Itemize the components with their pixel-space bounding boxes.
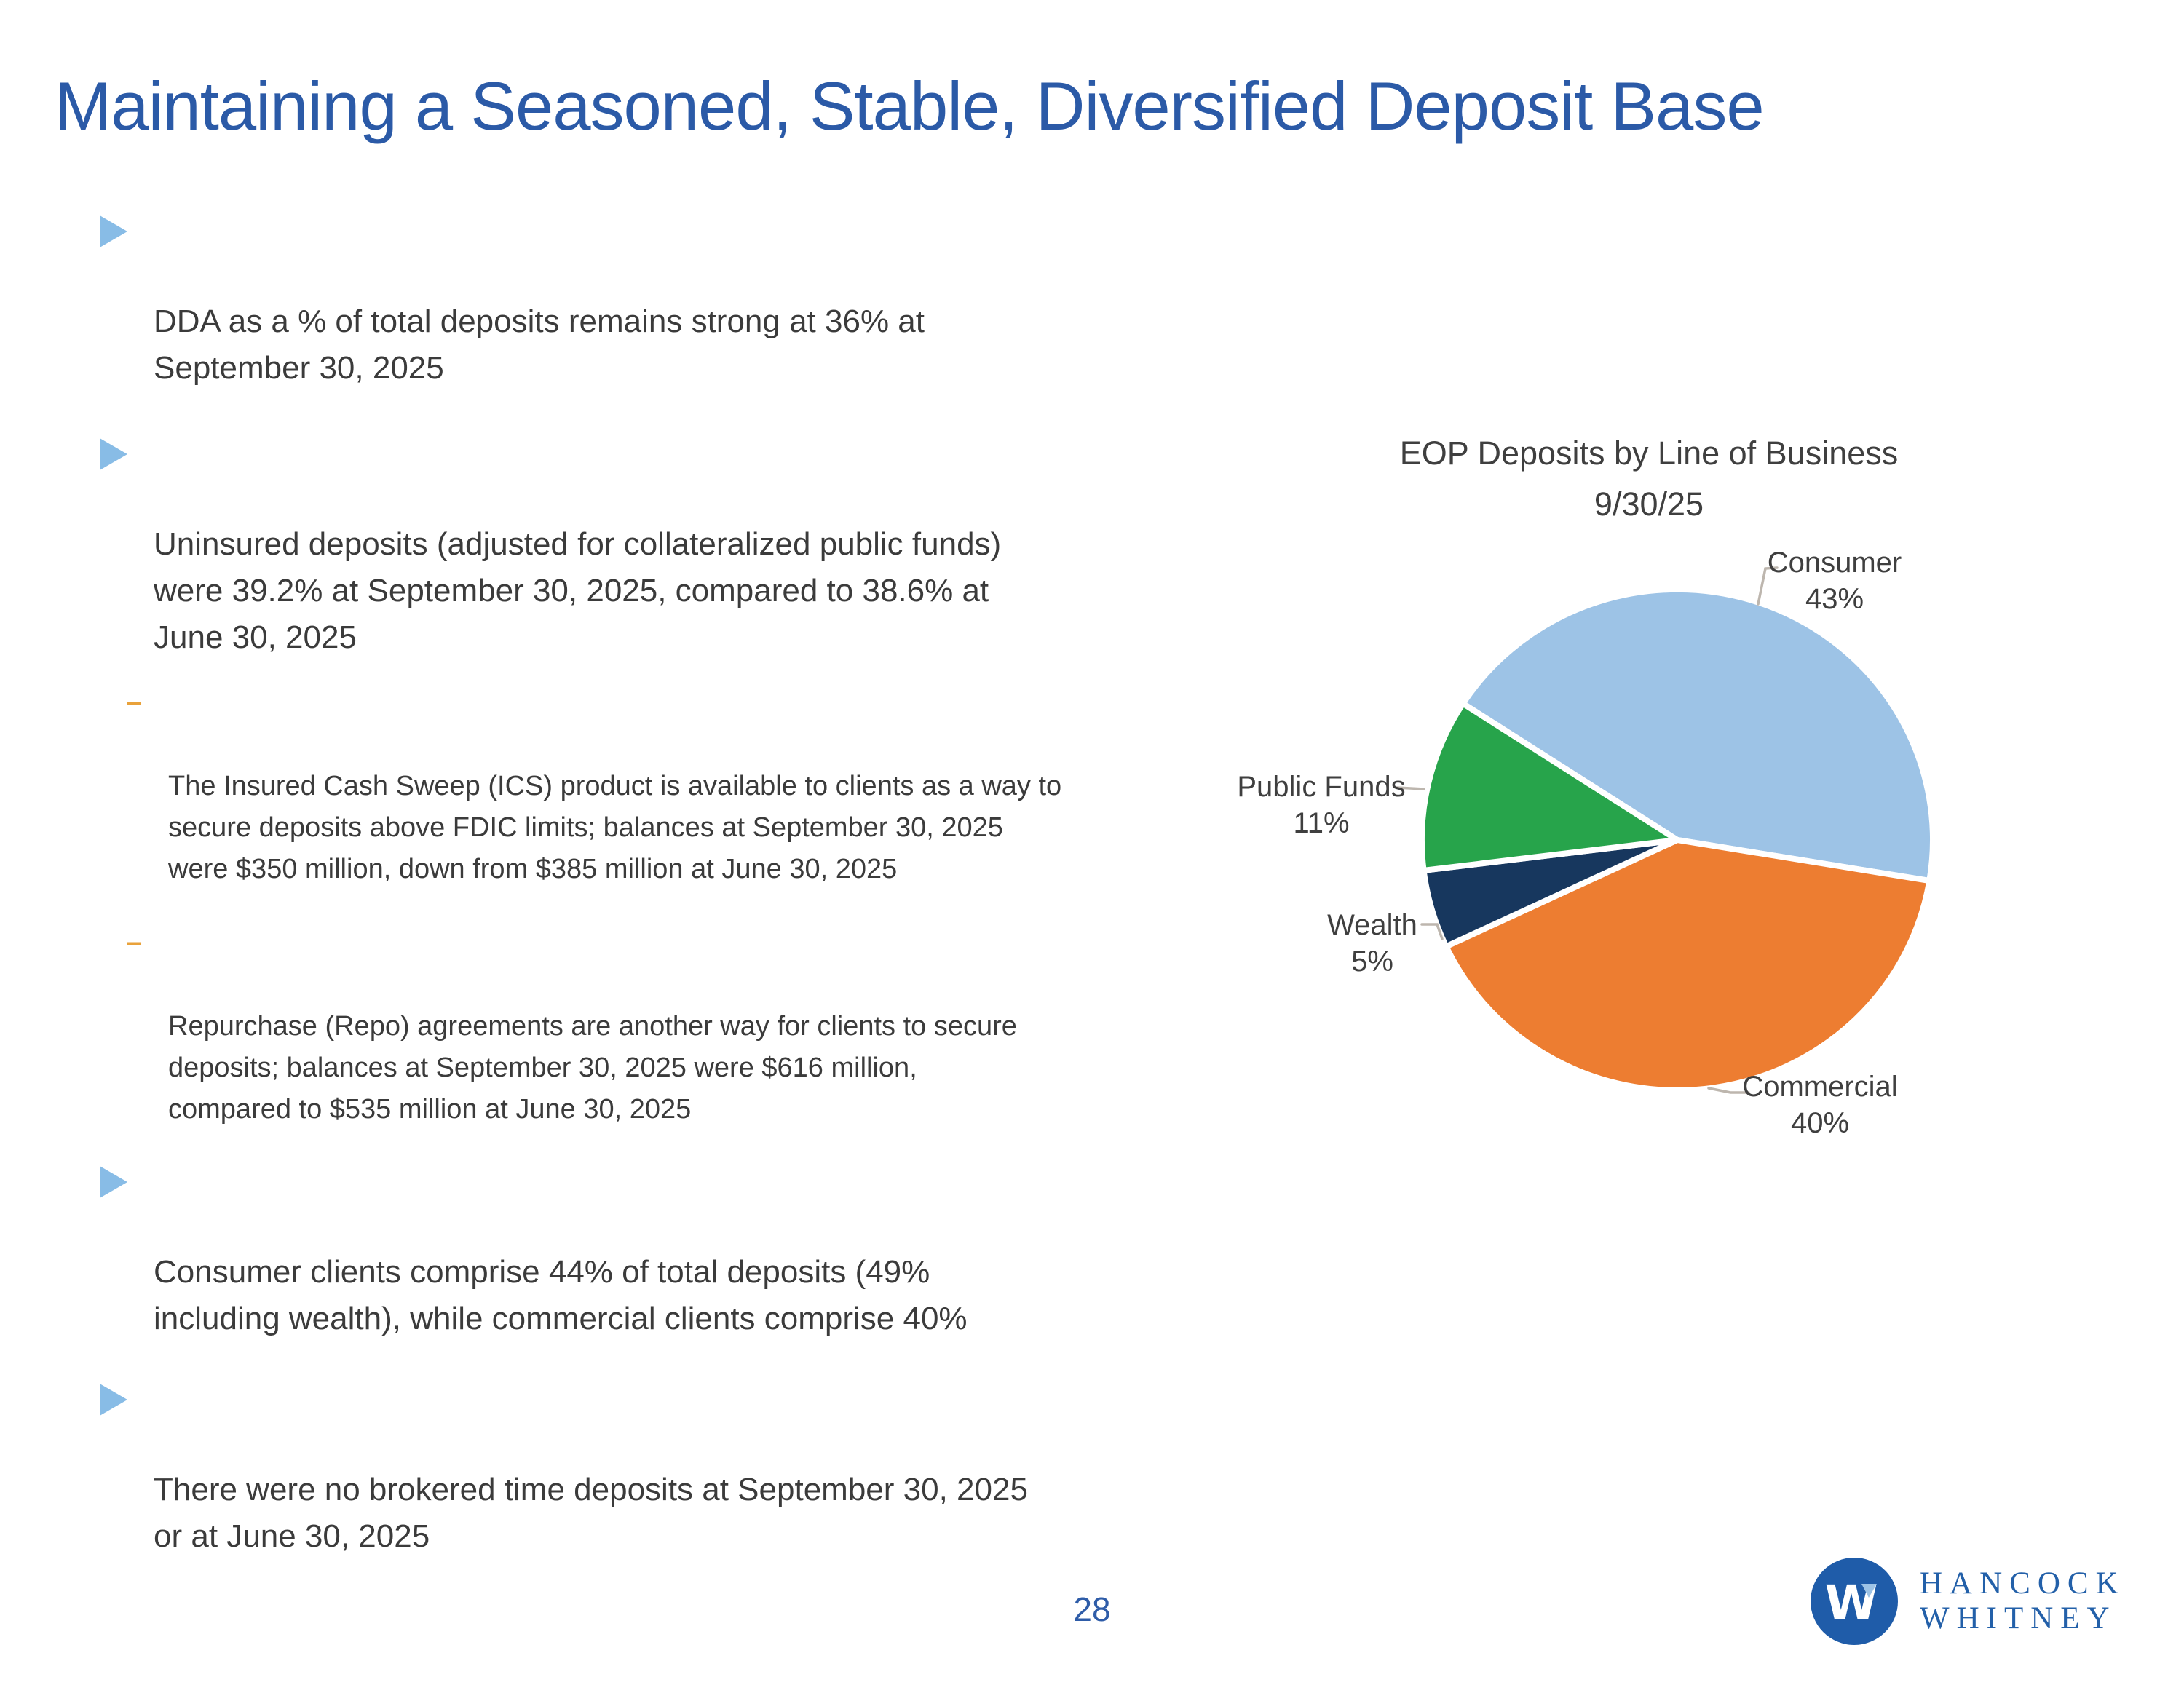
bullet-item: There were no brokered time deposits at … <box>98 1373 1205 1560</box>
bullet-item: DDA as a % of total deposits remains str… <box>98 205 1205 392</box>
sub-bullet-text: Repurchase (Repo) agreements are another… <box>168 1011 1017 1125</box>
hancock-whitney-logo-icon: W <box>1811 1558 1898 1645</box>
pie-label-public-funds: Public Funds 11% <box>1237 771 1406 839</box>
pie-slice-public-funds <box>1418 700 1680 873</box>
bullet-item: Consumer clients comprise 44% of total d… <box>98 1156 1205 1342</box>
bullet-item: Uninsured deposits (adjusted for collate… <box>98 428 1205 661</box>
page-number: 28 <box>1073 1590 1111 1628</box>
triangle-right-bullet-icon <box>100 215 127 247</box>
dash-bullet-icon: – <box>126 686 143 718</box>
triangle-right-bullet-icon <box>100 1384 127 1416</box>
pie-label-consumer: Consumer 43% <box>1767 547 1902 615</box>
dash-bullet-icon: – <box>126 926 143 958</box>
bullet-text: Uninsured deposits (adjusted for collate… <box>154 526 1002 655</box>
svg-text:W: W <box>1825 1575 1878 1631</box>
pie-label-commercial: Commercial 40% <box>1742 1071 1898 1139</box>
bullet-text: Consumer clients comprise 44% of total d… <box>154 1254 968 1336</box>
sub-bullet-text: The Insured Cash Sweep (ICS) product is … <box>168 771 1062 884</box>
pie-label-wealth: Wealth 5% <box>1327 909 1417 978</box>
pie-slice-commercial <box>1443 837 1933 1093</box>
sub-bullet-item: – Repurchase (Repo) agreements are anoth… <box>126 923 1205 1130</box>
chart-title: EOP Deposits by Line of Business 9/30/25 <box>1399 435 1899 523</box>
sub-bullet-item: – The Insured Cash Sweep (ICS) product i… <box>126 683 1205 890</box>
triangle-right-bullet-icon <box>100 438 127 470</box>
slide-title: Maintaining a Seasoned, Stable, Diversif… <box>55 68 1765 144</box>
pie-slice-consumer <box>1460 586 1936 884</box>
bullet-text: There were no brokered time deposits at … <box>154 1472 1028 1554</box>
logo-wordmark: HANCOCK WHITNEY <box>1920 1566 2126 1636</box>
hancock-whitney-logo: W HANCOCK WHITNEY <box>1809 1556 2126 1646</box>
bullet-list: DDA as a % of total deposits remains str… <box>98 205 1205 1560</box>
bullet-text: DDA as a % of total deposits remains str… <box>154 304 925 386</box>
triangle-right-bullet-icon <box>100 1166 127 1198</box>
